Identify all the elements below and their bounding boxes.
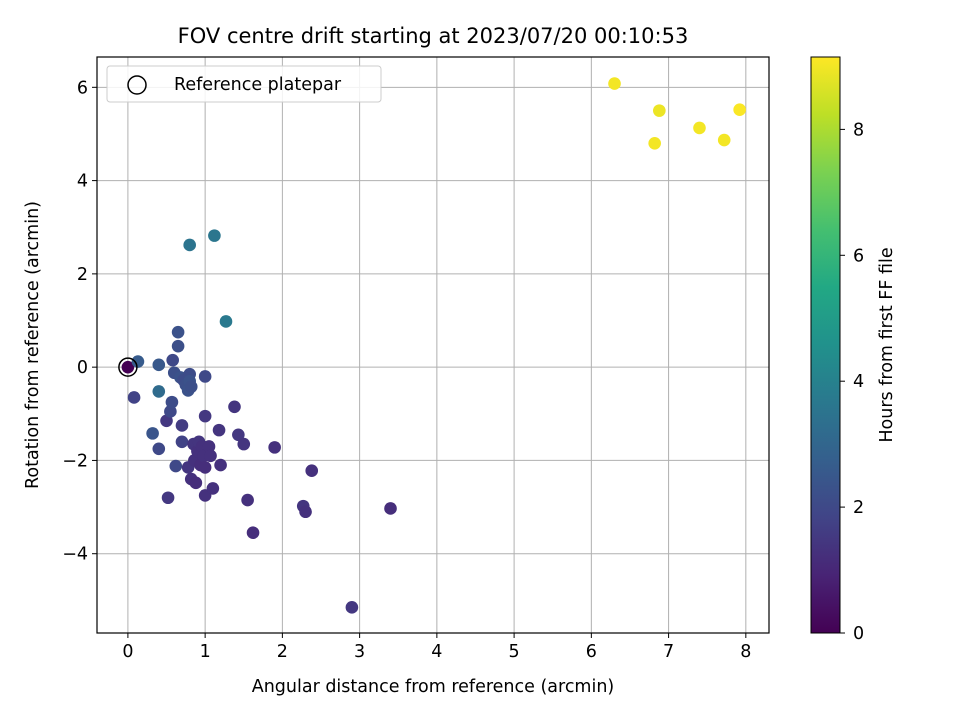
colorbar-tick-label: 8 — [853, 120, 864, 140]
legend-marker-hollow-circle — [127, 75, 147, 95]
data-point — [232, 428, 245, 442]
x-tick-label: 7 — [663, 642, 674, 662]
data-point — [204, 449, 217, 463]
colorbar: 0 2 4 6 8 Hours from first FF file — [810, 56, 897, 644]
data-point — [212, 423, 226, 437]
chart-title: FOV centre drift starting at 2023/07/20 … — [178, 24, 689, 48]
colorbar-tick-label: 0 — [853, 624, 864, 644]
data-point — [717, 133, 731, 147]
plot-frame — [96, 56, 770, 634]
data-point — [214, 458, 227, 472]
data-points — [118, 77, 746, 614]
data-point — [175, 435, 189, 449]
data-point — [166, 353, 179, 367]
x-tick-label: 3 — [354, 642, 365, 662]
data-point — [121, 360, 135, 374]
data-point — [198, 370, 212, 383]
data-point — [241, 493, 254, 507]
data-point — [171, 339, 185, 353]
colorbar-gradient — [810, 56, 841, 634]
data-point — [608, 77, 621, 90]
data-point — [164, 405, 177, 418]
data-point — [206, 482, 220, 495]
data-point — [183, 238, 196, 252]
x-axis-ticks: 0 1 2 3 4 5 6 7 8 — [122, 633, 751, 662]
y-axis-ticks: −4 −2 0 2 4 6 — [62, 78, 97, 565]
colorbar-tick-label: 2 — [853, 498, 864, 518]
data-point — [127, 391, 141, 404]
data-point — [648, 136, 661, 150]
data-point — [693, 121, 706, 135]
y-tick-label: 2 — [77, 265, 88, 285]
data-point — [733, 103, 746, 117]
y-tick-label: −4 — [62, 545, 88, 565]
y-axis-label: Rotation from reference (arcmin) — [23, 201, 43, 489]
data-point — [228, 400, 241, 414]
data-point — [152, 385, 166, 398]
legend: Reference platepar — [106, 65, 382, 103]
colorbar-label: Hours from first FF file — [877, 247, 897, 442]
legend-label: Reference platepar — [174, 75, 342, 95]
data-point — [131, 355, 145, 368]
data-point — [189, 476, 203, 490]
data-point — [305, 464, 319, 477]
x-tick-label: 0 — [122, 642, 133, 662]
data-point — [653, 104, 666, 117]
y-tick-label: 0 — [77, 358, 88, 378]
data-point — [384, 502, 397, 515]
data-point — [208, 229, 221, 242]
data-point — [175, 419, 189, 432]
colorbar-tick-label: 4 — [853, 372, 864, 392]
data-point — [268, 441, 281, 454]
colorbar-tick-label: 6 — [853, 246, 864, 266]
colorbar-ticks: 0 2 4 6 8 — [840, 120, 864, 644]
y-tick-label: 6 — [77, 78, 88, 98]
data-point — [198, 409, 212, 423]
data-point — [198, 461, 212, 474]
x-axis-label: Angular distance from reference (arcmin) — [252, 677, 615, 697]
reference-platepar-marker — [118, 357, 138, 377]
data-point — [169, 459, 183, 473]
y-tick-label: 4 — [77, 172, 88, 192]
x-tick-label: 6 — [586, 642, 597, 662]
data-point — [171, 325, 185, 339]
data-point — [219, 315, 233, 328]
y-tick-label: −2 — [62, 451, 88, 471]
x-tick-label: 8 — [740, 642, 751, 662]
data-point — [146, 427, 159, 440]
data-point — [152, 442, 166, 456]
data-point — [202, 440, 216, 453]
data-point — [246, 526, 260, 540]
legend-box — [106, 65, 382, 103]
data-point — [345, 601, 359, 614]
data-point — [165, 395, 179, 409]
x-tick-label: 1 — [200, 642, 211, 662]
x-tick-label: 2 — [277, 642, 288, 662]
data-point — [184, 380, 198, 394]
grid-lines — [97, 57, 769, 633]
x-tick-label: 5 — [509, 642, 520, 662]
data-point — [299, 505, 312, 519]
data-point — [161, 491, 175, 505]
data-point — [152, 358, 166, 372]
data-point — [237, 437, 251, 451]
x-tick-label: 4 — [431, 642, 442, 662]
